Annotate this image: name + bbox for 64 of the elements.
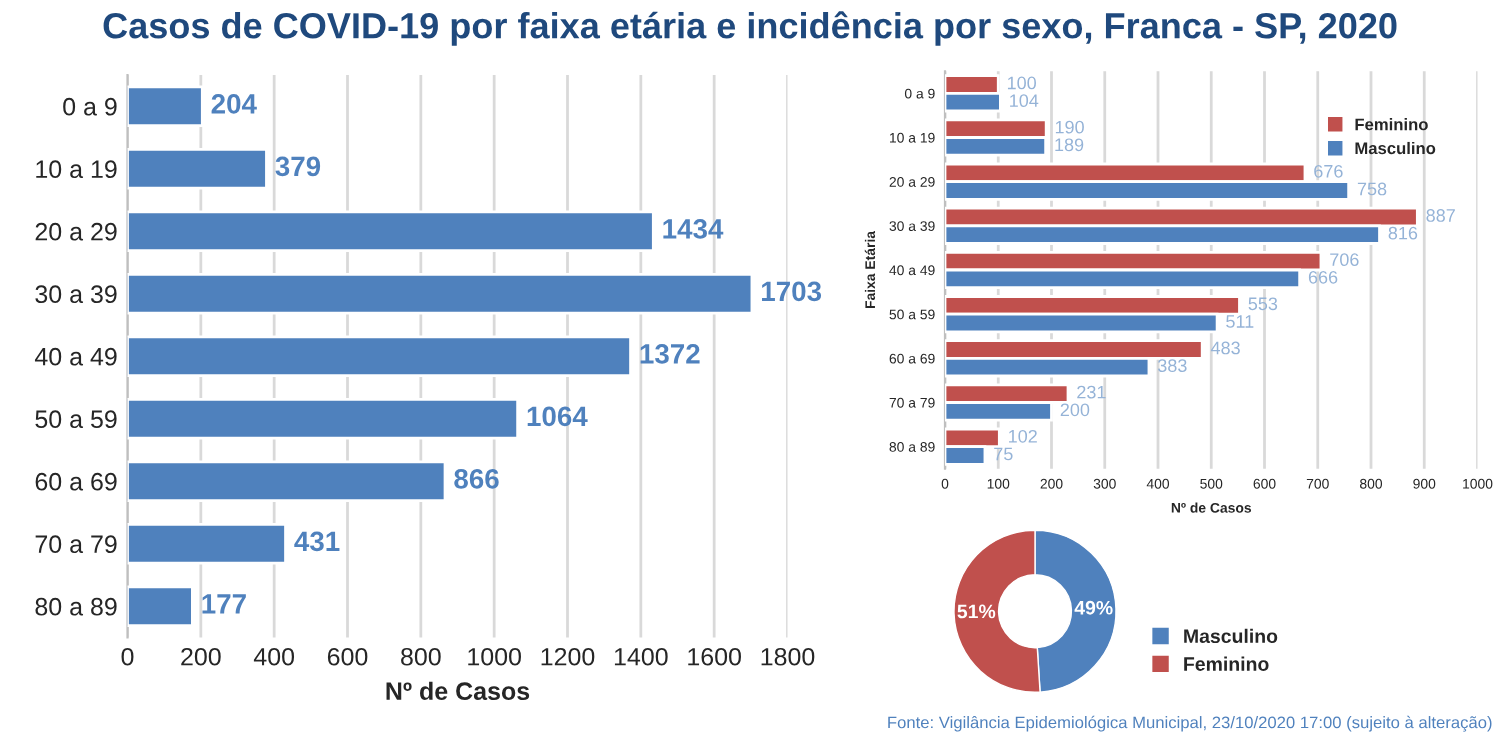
data-label: 706 xyxy=(1330,253,1359,267)
data-label: 383 xyxy=(1157,359,1187,373)
data-label: 887 xyxy=(1426,209,1455,222)
bar xyxy=(127,335,632,378)
chart-title: Casos de COVID-19 por faixa etária e incidência por sexo, Franca - SP, 2020 xyxy=(103,11,1397,46)
x-tick-label: 400 xyxy=(253,647,295,666)
legend-label: Feminino xyxy=(1184,656,1269,671)
data-label: 189 xyxy=(1055,138,1084,152)
data-label: 553 xyxy=(1248,297,1278,311)
data-label: 1372 xyxy=(640,344,700,364)
x-tick-label: 600 xyxy=(327,647,368,666)
y-tick-label: 0 a 9 xyxy=(63,97,117,116)
x-tick-label: 1200 xyxy=(541,647,595,666)
data-label: 177 xyxy=(202,594,246,614)
data-label: 758 xyxy=(1357,182,1387,196)
bar xyxy=(127,522,287,565)
data-label: 483 xyxy=(1210,341,1240,355)
y-tick-label: 30 a 39 xyxy=(35,285,117,304)
bar xyxy=(127,85,204,128)
x-tick-label: 1000 xyxy=(468,647,521,666)
x-tick-label: 1800 xyxy=(761,647,815,666)
y-tick-label: 40 a 49 xyxy=(34,347,117,366)
data-label: 190 xyxy=(1055,120,1084,134)
data-label: 49% xyxy=(1074,600,1113,615)
bar xyxy=(127,585,194,628)
bar xyxy=(127,397,520,440)
bar xyxy=(127,147,268,190)
data-label: 51% xyxy=(957,604,996,619)
y-tick-label: 80 a 89 xyxy=(35,597,117,616)
y-tick-label: 20 a 29 xyxy=(35,222,117,241)
x-tick-label: 0 xyxy=(121,647,134,666)
data-label: 1434 xyxy=(663,219,724,239)
data-label: 676 xyxy=(1314,164,1343,178)
data-label: 1703 xyxy=(762,281,822,302)
y-tick-label: 10 a 19 xyxy=(36,160,117,179)
data-label: 204 xyxy=(211,94,257,114)
source-note: Fonte: Vigilância Epidemiológica Municipal, 23/10/2020 17:00 (sujeito à alteração) xyxy=(888,715,1492,732)
y-tick-label: 70 a 79 xyxy=(35,535,117,554)
data-label: 102 xyxy=(1009,429,1037,443)
y-tick-label: 60 a 69 xyxy=(35,472,117,491)
x-tick-label: 1400 xyxy=(614,647,668,666)
y-tick-label: 50 a 59 xyxy=(35,410,117,429)
x-axis-title: Nº de Casos xyxy=(386,681,530,700)
bar xyxy=(127,460,447,503)
x-tick-label: 200 xyxy=(181,647,221,666)
x-tick-label: 1600 xyxy=(688,647,741,666)
data-label: 75 xyxy=(994,447,1013,461)
data-label: 379 xyxy=(275,156,321,177)
data-label: 104 xyxy=(1010,94,1039,108)
legend-label: Masculino xyxy=(1184,628,1278,644)
data-label: 866 xyxy=(454,469,499,489)
data-label: 431 xyxy=(294,531,340,552)
data-label: 666 xyxy=(1308,270,1338,284)
data-label: 200 xyxy=(1060,403,1090,417)
data-label: 511 xyxy=(1226,315,1254,328)
bar xyxy=(127,210,655,253)
data-label: 816 xyxy=(1388,226,1418,240)
x-tick-label: 800 xyxy=(401,647,441,666)
data-label: 100 xyxy=(1007,76,1036,90)
data-label: 231 xyxy=(1077,385,1106,399)
bar xyxy=(127,272,754,315)
legend-label: Feminino xyxy=(1355,118,1428,131)
data-label: 1064 xyxy=(527,406,588,427)
legend-label: Masculino xyxy=(1355,141,1436,155)
